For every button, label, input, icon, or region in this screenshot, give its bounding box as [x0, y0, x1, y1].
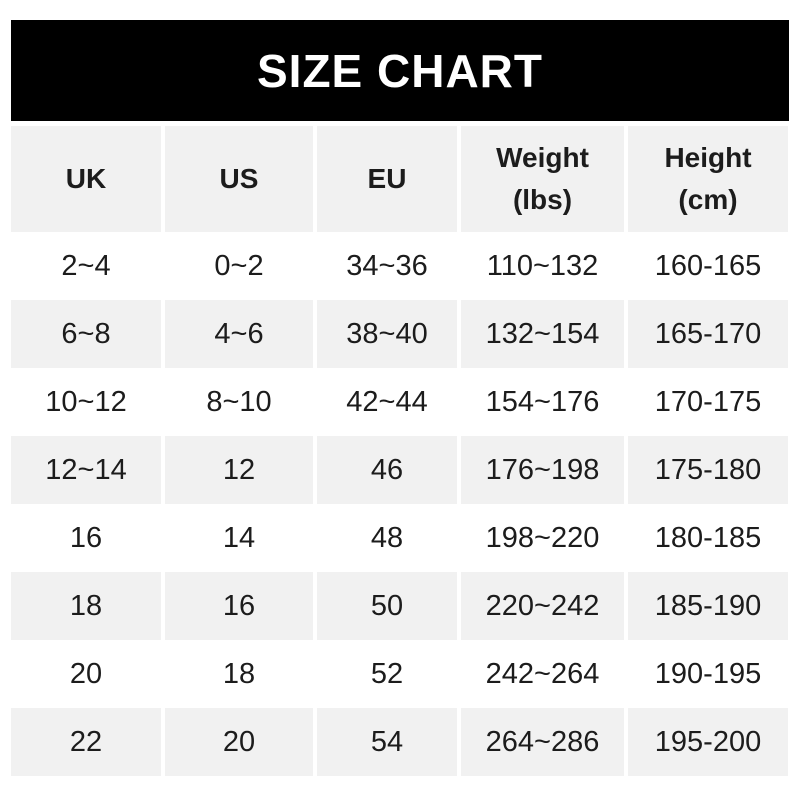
cell-eu: 42~44	[317, 368, 457, 436]
cell-weight: 176~198	[461, 436, 624, 504]
table-row: 22 20 54 264~286 195-200	[11, 708, 788, 776]
cell-us: 8~10	[165, 368, 313, 436]
cell-us: 16	[165, 572, 313, 640]
cell-height: 170-175	[628, 368, 788, 436]
column-header-weight: Weight (lbs)	[461, 126, 624, 232]
cell-eu: 46	[317, 436, 457, 504]
page-title: SIZE CHART	[257, 44, 543, 97]
cell-uk: 6~8	[11, 300, 161, 368]
cell-us: 20	[165, 708, 313, 776]
cell-uk: 10~12	[11, 368, 161, 436]
table-row: 12~14 12 46 176~198 175-180	[11, 436, 788, 504]
cell-height: 180-185	[628, 504, 788, 572]
cell-height: 190-195	[628, 640, 788, 708]
table-row: 18 16 50 220~242 185-190	[11, 572, 788, 640]
cell-weight: 220~242	[461, 572, 624, 640]
table-row: 16 14 48 198~220 180-185	[11, 504, 788, 572]
cell-us: 12	[165, 436, 313, 504]
cell-eu: 34~36	[317, 232, 457, 300]
cell-uk: 2~4	[11, 232, 161, 300]
cell-us: 4~6	[165, 300, 313, 368]
cell-weight: 132~154	[461, 300, 624, 368]
cell-eu: 38~40	[317, 300, 457, 368]
cell-us: 0~2	[165, 232, 313, 300]
cell-uk: 12~14	[11, 436, 161, 504]
cell-eu: 48	[317, 504, 457, 572]
table-header-row: UK US EU Weight (lbs) Height (cm)	[11, 126, 788, 232]
table-row: 2~4 0~2 34~36 110~132 160-165	[11, 232, 788, 300]
cell-weight: 264~286	[461, 708, 624, 776]
cell-eu: 50	[317, 572, 457, 640]
cell-weight: 154~176	[461, 368, 624, 436]
cell-uk: 20	[11, 640, 161, 708]
cell-eu: 54	[317, 708, 457, 776]
column-header-uk: UK	[11, 126, 161, 232]
table-row: 20 18 52 242~264 190-195	[11, 640, 788, 708]
cell-height: 175-180	[628, 436, 788, 504]
column-header-eu: EU	[317, 126, 457, 232]
table-row: 6~8 4~6 38~40 132~154 165-170	[11, 300, 788, 368]
cell-height: 185-190	[628, 572, 788, 640]
cell-eu: 52	[317, 640, 457, 708]
cell-uk: 22	[11, 708, 161, 776]
cell-us: 14	[165, 504, 313, 572]
cell-height: 195-200	[628, 708, 788, 776]
cell-uk: 16	[11, 504, 161, 572]
cell-weight: 242~264	[461, 640, 624, 708]
cell-us: 18	[165, 640, 313, 708]
column-header-us: US	[165, 126, 313, 232]
size-chart-table: UK US EU Weight (lbs) Height (cm) 2~4 0~…	[11, 126, 788, 776]
cell-height: 160-165	[628, 232, 788, 300]
cell-height: 165-170	[628, 300, 788, 368]
table-row: 10~12 8~10 42~44 154~176 170-175	[11, 368, 788, 436]
size-chart-banner: SIZE CHART	[11, 20, 789, 121]
cell-weight: 198~220	[461, 504, 624, 572]
cell-uk: 18	[11, 572, 161, 640]
cell-weight: 110~132	[461, 232, 624, 300]
column-header-height: Height (cm)	[628, 126, 788, 232]
